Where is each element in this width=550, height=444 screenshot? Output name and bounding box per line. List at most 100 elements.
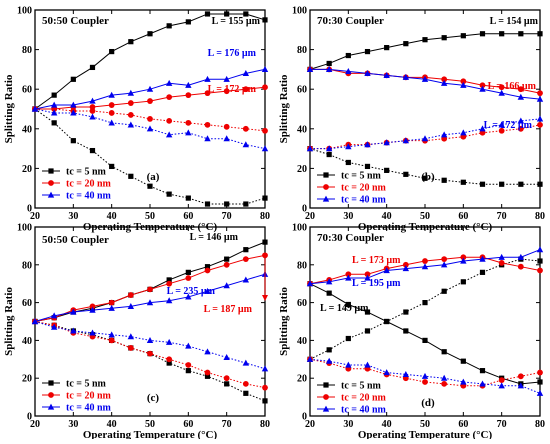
data-point-black-lower: [364, 328, 371, 334]
data-point-black-upper: [109, 48, 115, 55]
length-annotation: L = 154 µm: [490, 16, 539, 27]
data-point-red-upper: [108, 102, 115, 108]
data-point-black-lower: [128, 173, 134, 179]
data-point-blue-lower: [383, 369, 390, 376]
data-point-black-lower: [204, 201, 211, 207]
data-point-red-lower: [422, 379, 428, 385]
data-point-black-upper: [403, 41, 409, 47]
y-tick-label: 100: [292, 223, 307, 234]
legend-label: tc = 5 nm: [341, 381, 382, 392]
data-point-black-lower: [204, 373, 211, 379]
x-tick-label: 40: [382, 211, 392, 222]
data-point-red-upper: [517, 86, 524, 93]
x-axis-label: Operating Temperature (°C): [83, 429, 218, 439]
data-point-red-lower: [498, 127, 505, 134]
data-point-blue-lower: [421, 372, 429, 379]
data-point-blue-lower: [204, 348, 211, 355]
data-point-blue-lower: [127, 333, 135, 340]
y-axis-label: Splitting Ratio: [278, 74, 290, 143]
data-point-black-lower: [479, 181, 486, 187]
data-point-blue-upper: [223, 282, 230, 289]
data-point-blue-lower: [345, 361, 352, 368]
panel-label: (d): [421, 397, 435, 409]
data-point-black-upper: [518, 31, 524, 37]
data-point-red-lower: [517, 125, 524, 132]
data-point-red-upper: [402, 261, 409, 268]
data-point-black-upper: [499, 31, 505, 37]
data-point-blue-upper: [89, 306, 96, 313]
data-point-blue-upper: [421, 263, 429, 270]
legend-marker: [322, 195, 330, 202]
data-point-black-lower: [460, 279, 466, 285]
data-point-blue-lower: [242, 359, 250, 366]
length-annotation: L = 195 µm: [352, 278, 401, 289]
data-point-red-lower: [185, 119, 192, 126]
data-point-black-lower: [166, 360, 172, 366]
data-point-blue-lower: [31, 105, 39, 112]
data-point-blue-upper: [345, 67, 352, 74]
x-tick-label: 20: [30, 211, 40, 222]
data-point-blue-upper: [460, 81, 467, 88]
legend-label: tc = 20 nm: [341, 393, 387, 404]
data-point-blue-upper: [325, 278, 333, 285]
data-point-black-lower: [185, 368, 191, 374]
y-tick-label: 100: [17, 223, 32, 234]
data-point-black-upper: [70, 76, 76, 82]
data-point-blue-lower: [383, 139, 390, 146]
y-tick-label: 20: [22, 164, 32, 175]
data-point-blue-upper: [440, 79, 448, 86]
data-point-black-lower: [185, 195, 191, 201]
data-point-black-upper: [441, 349, 447, 355]
data-point-black-lower: [262, 195, 268, 201]
data-point-black-lower: [460, 179, 466, 185]
length-annotation: L = 149 µm: [320, 303, 369, 314]
data-point-red-lower: [537, 121, 543, 128]
data-point-blue-upper: [185, 293, 192, 300]
data-point-blue-upper: [165, 297, 173, 304]
data-point-blue-upper: [146, 85, 154, 92]
data-point-blue-lower: [223, 354, 230, 361]
data-point-blue-lower: [185, 342, 192, 349]
data-point-blue-lower: [146, 125, 154, 132]
data-point-black-upper: [262, 17, 268, 23]
data-point-black-upper: [224, 256, 230, 262]
y-axis-label: Splitting Ratio: [3, 74, 15, 143]
data-point-blue-upper: [108, 91, 115, 98]
data-point-blue-lower: [460, 129, 467, 136]
data-point-red-lower: [537, 369, 543, 376]
data-point-black-upper: [403, 328, 409, 334]
data-point-red-lower: [262, 384, 268, 391]
data-point-blue-upper: [498, 89, 505, 96]
data-point-black-upper: [441, 35, 447, 41]
y-tick-label: 0: [27, 204, 32, 215]
length-annotation: L = 155 µm: [212, 16, 261, 27]
data-point-red-lower: [89, 108, 96, 114]
data-point-blue-upper: [204, 75, 211, 82]
data-point-blue-lower: [440, 131, 448, 138]
data-point-red-upper: [422, 258, 428, 264]
data-point-black-lower: [109, 163, 115, 170]
panel-title: 70:30 Coupler: [317, 15, 384, 27]
data-point-red-upper: [108, 299, 115, 306]
x-tick-label: 20: [305, 211, 315, 222]
legend-label: tc = 5 nm: [66, 379, 107, 390]
data-point-black-upper: [147, 31, 153, 37]
data-point-black-upper: [422, 37, 428, 43]
data-point-blue-lower: [89, 329, 96, 336]
data-point-blue-upper: [306, 280, 314, 287]
legend-marker: [323, 172, 329, 178]
series-line-blue-lower: [34, 321, 266, 370]
legend-marker: [323, 394, 329, 400]
legend-label: tc = 40 nm: [66, 403, 112, 414]
data-point-black-lower: [243, 201, 249, 207]
data-point-blue-lower: [402, 137, 410, 144]
data-point-blue-upper: [325, 66, 333, 72]
data-point-blue-lower: [325, 357, 333, 364]
length-annotation: L = 166 µm: [488, 81, 537, 92]
data-point-black-lower: [364, 163, 371, 170]
data-point-blue-lower: [325, 145, 333, 152]
x-tick-label: 30: [68, 211, 78, 222]
data-point-black-upper: [422, 337, 428, 343]
data-point-red-upper: [262, 84, 268, 91]
